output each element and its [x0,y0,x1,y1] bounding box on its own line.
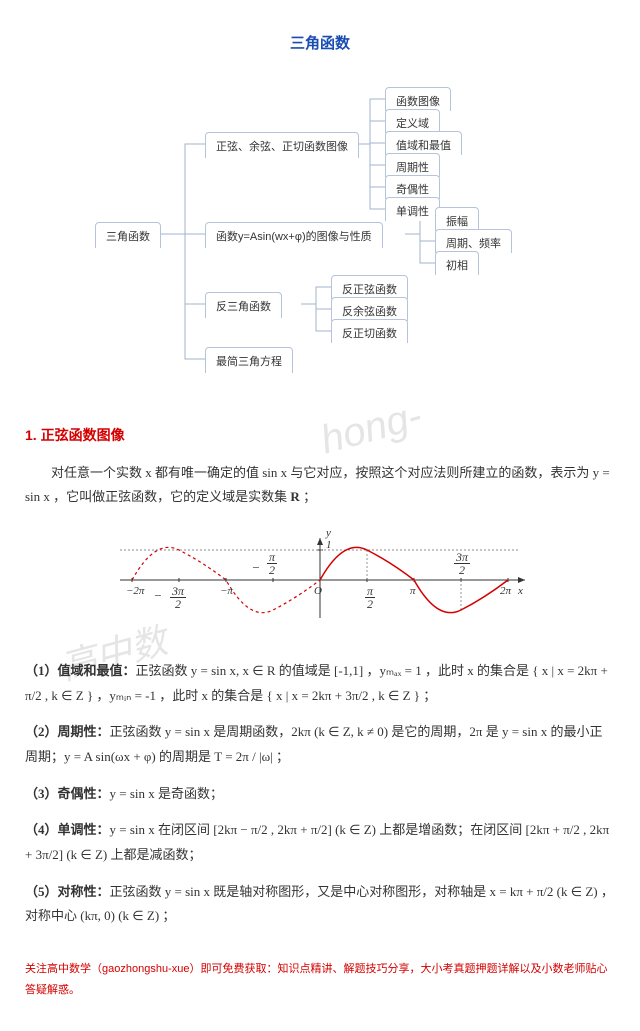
mm-leaf: 反余弦函数 [331,297,408,321]
mm-leaf: 值域和最值 [385,131,462,155]
mm-branch: 最简三角方程 [205,347,293,373]
prop-label: （2）周期性： [25,724,110,739]
section-title: 正弦函数图像 [41,427,125,443]
mm-root: 三角函数 [95,222,161,248]
svg-text:−2π: −2π [126,585,145,597]
mm-branch: 反三角函数 [205,292,282,318]
prop-body: 正弦函数 y = sin x 既是轴对称图形，又是中心对称图形，对称轴是 x =… [25,884,614,924]
mm-leaf: 奇偶性 [385,175,440,199]
svg-text:x: x [517,585,523,597]
mm-leaf: 周期、频率 [435,229,512,253]
svg-text:π: π [410,585,416,597]
prop-label: （3）奇偶性： [25,786,110,801]
prop-label: （1）值域和最值： [25,663,136,678]
intro-tail: ； [300,489,316,504]
prop-3: （3）奇偶性：y = sin x 是奇函数； [25,782,615,807]
svg-text:y: y [325,527,331,539]
mm-leaf: 反正弦函数 [331,275,408,299]
prop-body: y = sin x 在闭区间 [2kπ − π/2 , 2kπ + π/2] (… [25,822,609,862]
mm-leaf: 单调性 [385,197,440,221]
intro-paragraph: 对任意一个实数 x 都有唯一确定的值 sin x 与它对应，按照这个对应法则所建… [25,461,615,510]
mm-leaf: 初相 [435,251,479,275]
intro-bold: R [290,489,299,504]
section-number: 1. [25,427,37,443]
prop-label: （5）对称性： [25,884,110,899]
prop-body: y = sin x 是奇函数； [110,786,224,801]
svg-text:O: O [314,585,322,597]
prop-4: （4）单调性：y = sin x 在闭区间 [2kπ − π/2 , 2kπ +… [25,818,615,867]
prop-body: 正弦函数 y = sin x 是周期函数，2kπ (k ∈ Z, k ≠ 0) … [25,724,602,764]
mm-leaf: 定义域 [385,109,440,133]
svg-text:−π: −π [220,585,233,597]
prop-label: （4）单调性： [25,822,110,837]
mm-leaf: 周期性 [385,153,440,177]
mm-leaf: 函数图像 [385,87,451,111]
mm-leaf: 振幅 [435,207,479,231]
intro-text: 对任意一个实数 x 都有唯一确定的值 sin x 与它对应，按照这个对应法则所建… [25,465,610,505]
section-heading: 1. 正弦函数图像 [25,422,615,449]
mindmap: 三角函数 正弦、余弦、正切函数图像 函数图像 定义域 值域和最值 周期性 奇偶性… [25,79,615,398]
prop-2: （2）周期性：正弦函数 y = sin x 是周期函数，2kπ (k ∈ Z, … [25,720,615,769]
sine-graph: −2π −π O π 2π 1 y x 3π2 − π2 − π2 3π2 [25,525,615,644]
mm-branch: 正弦、余弦、正切函数图像 [205,132,359,158]
footer-text: 关注高中数学（gaozhongshu-xue）即可免费获取：知识点精讲、解题技巧… [25,959,615,1001]
svg-text:1: 1 [326,539,332,551]
mm-leaf: 反正切函数 [331,319,408,343]
svg-text:2π: 2π [500,585,512,597]
prop-1: （1）值域和最值：正弦函数 y = sin x, x ∈ R 的值域是 [-1,… [25,659,615,708]
mm-branch: 函数y=Asin(wx+φ)的图像与性质 [205,222,383,248]
prop-5: （5）对称性：正弦函数 y = sin x 既是轴对称图形，又是中心对称图形，对… [25,880,615,929]
page-title: 三角函数 [25,30,615,59]
